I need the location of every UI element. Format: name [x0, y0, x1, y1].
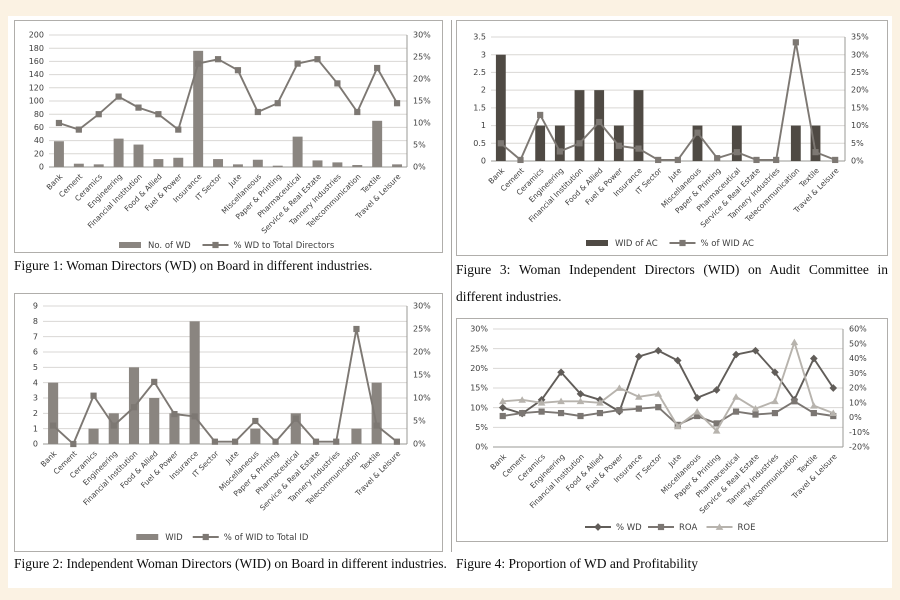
svg-text:180: 180 — [29, 44, 44, 53]
svg-text:25%: 25% — [413, 53, 431, 62]
svg-text:ROE: ROE — [738, 523, 756, 533]
svg-text:40%: 40% — [849, 354, 867, 363]
svg-text:1: 1 — [33, 424, 38, 433]
svg-text:0%: 0% — [413, 440, 426, 449]
svg-text:20%: 20% — [470, 364, 488, 373]
svg-text:25%: 25% — [413, 325, 431, 334]
svg-text:10%: 10% — [413, 119, 431, 128]
figure3-chart: 0 0.5 1 1.5 2 2.5 3 3.5 0% 5% 10% 15% 20% 25% 30% 35% Ba… — [456, 20, 888, 256]
svg-text:30%: 30% — [413, 302, 431, 311]
svg-text:% WD: % WD — [616, 523, 642, 533]
column-divider — [451, 20, 452, 552]
svg-text:15%: 15% — [851, 103, 869, 112]
svg-text:10%: 10% — [849, 398, 867, 407]
svg-text:30%: 30% — [851, 50, 869, 59]
svg-text:0%: 0% — [475, 443, 488, 452]
svg-text:% WD to Total Directors: % WD to Total Directors — [234, 241, 335, 251]
svg-text:5%: 5% — [851, 139, 864, 148]
svg-text:15%: 15% — [413, 97, 431, 106]
svg-text:0%: 0% — [851, 157, 864, 166]
svg-text:0: 0 — [481, 157, 486, 166]
svg-text:120: 120 — [29, 83, 44, 92]
figure2-chart: 0 1 2 3 4 5 6 7 8 9 0% 5% 10% 15% 20% 25% 30% Bank Cement C… — [14, 293, 443, 552]
svg-text:20%: 20% — [849, 384, 867, 393]
svg-text:6: 6 — [33, 348, 38, 357]
svg-text:5%: 5% — [475, 423, 488, 432]
svg-text:3.5: 3.5 — [473, 33, 486, 42]
svg-text:140: 140 — [29, 70, 44, 79]
svg-text:% of WID to Total ID: % of WID to Total ID — [224, 533, 309, 543]
svg-text:30%: 30% — [470, 325, 488, 334]
figure2-caption: Figure 2: Independent Woman Directors (W… — [14, 556, 447, 571]
svg-text:10%: 10% — [413, 394, 431, 403]
svg-text:4: 4 — [33, 378, 38, 387]
svg-text:WID: WID — [165, 533, 183, 543]
svg-text:40: 40 — [34, 136, 44, 145]
svg-text:5%: 5% — [413, 141, 426, 150]
svg-text:20%: 20% — [851, 86, 869, 95]
svg-text:Jute: Jute — [223, 449, 241, 467]
svg-text:1: 1 — [481, 121, 486, 130]
svg-text:2.5: 2.5 — [473, 68, 486, 77]
svg-text:% of WID AC: % of WID AC — [701, 239, 754, 249]
svg-text:WID of AC: WID of AC — [615, 239, 658, 249]
svg-text:35%: 35% — [851, 33, 869, 42]
svg-text:10%: 10% — [470, 403, 488, 412]
svg-text:0: 0 — [39, 163, 44, 172]
figure3-caption: Figure 3: Woman Independent Directors (W… — [456, 262, 888, 304]
figure1-caption: Figure 1: Woman Directors (WD) on Board … — [14, 258, 373, 273]
svg-text:ROA: ROA — [679, 523, 697, 533]
svg-text:80: 80 — [34, 110, 44, 119]
svg-text:60%: 60% — [849, 325, 867, 334]
svg-text:25%: 25% — [851, 68, 869, 77]
figure4-caption: Figure 4: Proportion of WD and Profitabi… — [456, 556, 698, 571]
svg-text:0: 0 — [33, 440, 38, 449]
svg-text:3: 3 — [481, 50, 486, 59]
svg-text:7: 7 — [33, 332, 38, 341]
svg-text:30%: 30% — [849, 369, 867, 378]
figure1-chart: 0 20 40 60 80 100 120 140 160 180 200 0% 5% 10% 15% 20%… — [14, 20, 443, 253]
figure4-chart: 0% 5% 10% 15% 20% 25% 30% -20% -10% 0% 10% 20% 30% 40… — [456, 318, 888, 542]
svg-text:2: 2 — [33, 409, 38, 418]
svg-text:3: 3 — [33, 394, 38, 403]
svg-text:1.5: 1.5 — [473, 103, 486, 112]
svg-text:20: 20 — [34, 149, 44, 158]
svg-text:20%: 20% — [413, 348, 431, 357]
svg-text:25%: 25% — [470, 344, 488, 353]
svg-text:15%: 15% — [470, 384, 488, 393]
svg-text:0%: 0% — [849, 413, 862, 422]
svg-text:20%: 20% — [413, 75, 431, 84]
svg-text:10%: 10% — [851, 121, 869, 130]
svg-text:No. of WD: No. of WD — [148, 241, 191, 251]
svg-text:30%: 30% — [413, 31, 431, 40]
svg-text:0.5: 0.5 — [473, 139, 486, 148]
svg-text:160: 160 — [29, 57, 44, 66]
svg-text:15%: 15% — [413, 371, 431, 380]
svg-text:-20%: -20% — [849, 443, 870, 452]
svg-text:8: 8 — [33, 317, 38, 326]
svg-text:-10%: -10% — [849, 428, 870, 437]
svg-text:60: 60 — [34, 123, 44, 132]
svg-text:200: 200 — [29, 31, 44, 40]
svg-text:9: 9 — [33, 302, 38, 311]
svg-text:50%: 50% — [849, 339, 867, 348]
svg-text:5%: 5% — [413, 417, 426, 426]
svg-text:2: 2 — [481, 86, 486, 95]
svg-text:5: 5 — [33, 363, 38, 372]
svg-text:0%: 0% — [413, 163, 426, 172]
svg-text:100: 100 — [29, 97, 44, 106]
